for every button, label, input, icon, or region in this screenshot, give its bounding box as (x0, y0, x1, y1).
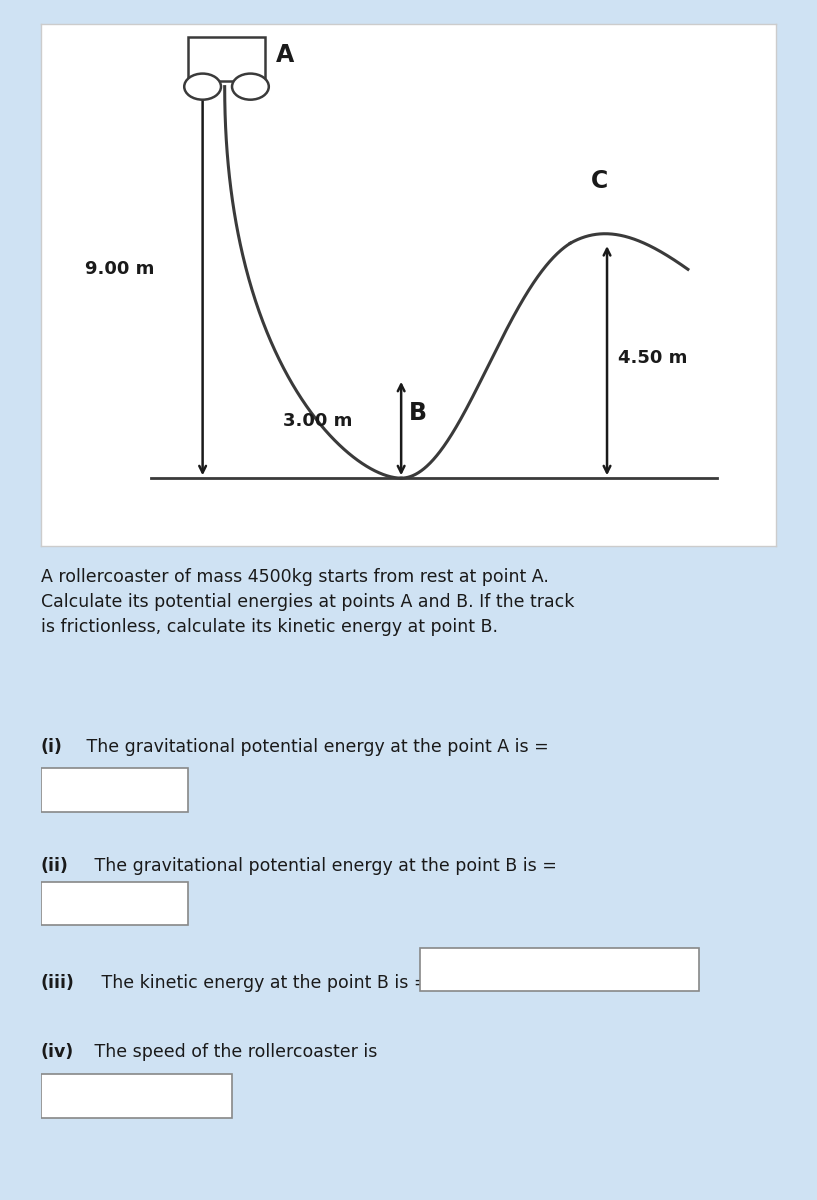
Text: (iv): (iv) (41, 1043, 74, 1061)
Text: 4.50 m: 4.50 m (618, 349, 687, 367)
Bar (41, 768, 188, 811)
Text: A: A (276, 43, 294, 67)
Circle shape (232, 73, 269, 100)
Text: The speed of the rollercoaster is: The speed of the rollercoaster is (88, 1043, 377, 1061)
Text: ↕: ↕ (108, 896, 121, 911)
Text: (iii): (iii) (41, 974, 74, 992)
Text: ↕: ↕ (130, 1088, 143, 1104)
Bar (41, 882, 188, 925)
Text: ↕: ↕ (108, 782, 121, 797)
Text: 9.00 m: 9.00 m (85, 260, 154, 278)
Text: The gravitational potential energy at the point A is =: The gravitational potential energy at th… (82, 738, 549, 756)
Bar (188, 37, 265, 82)
Text: ↕: ↕ (656, 962, 668, 977)
Circle shape (185, 73, 221, 100)
Text: A rollercoaster of mass 4500kg starts from rest at point A.
Calculate its potent: A rollercoaster of mass 4500kg starts fr… (41, 568, 574, 636)
Text: B: B (408, 401, 426, 425)
Text: The kinetic energy at the point B is =: The kinetic energy at the point B is = (96, 974, 428, 992)
Bar (41, 1074, 232, 1118)
Text: 3.00 m: 3.00 m (283, 412, 353, 430)
Text: The gravitational potential energy at the point B is =: The gravitational potential energy at th… (88, 857, 556, 875)
Text: (i): (i) (41, 738, 63, 756)
Bar (420, 948, 699, 991)
Text: (ii): (ii) (41, 857, 69, 875)
Text: C: C (591, 168, 609, 192)
